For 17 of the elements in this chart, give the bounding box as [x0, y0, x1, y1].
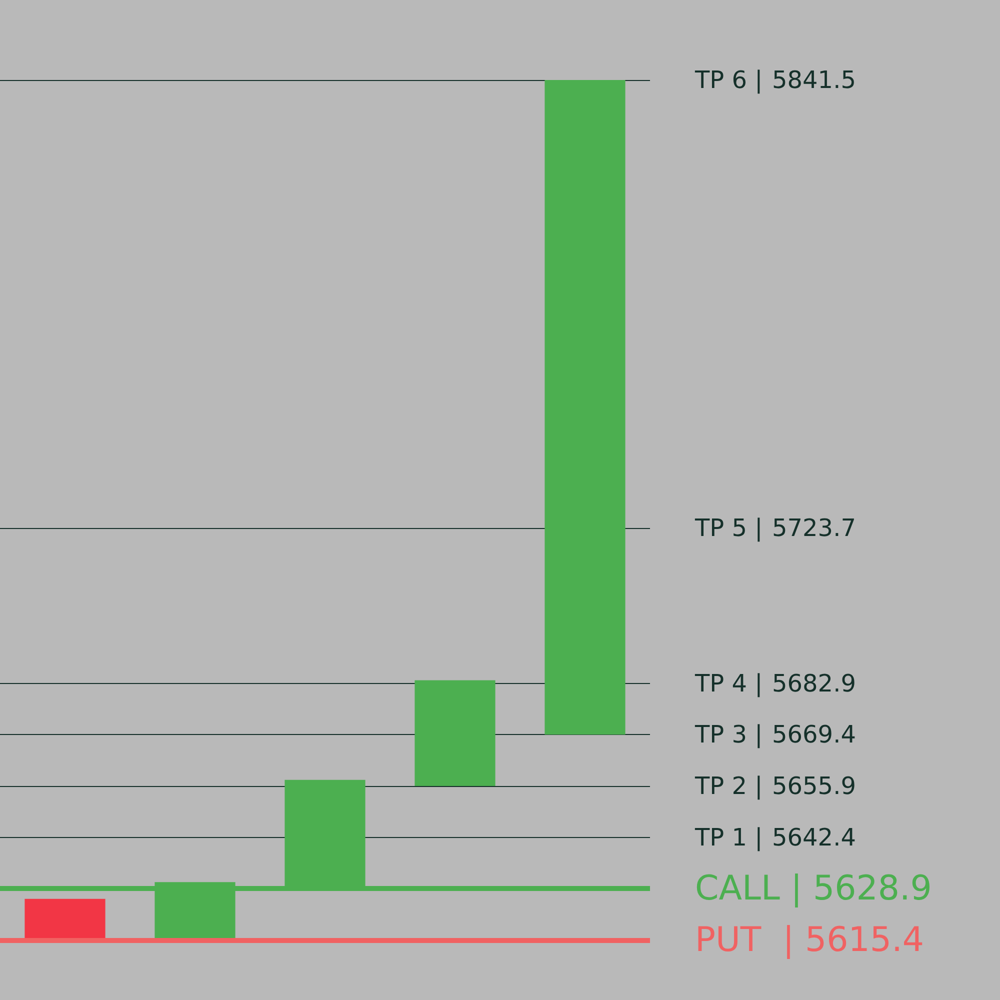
y-tick-label: 5723.7: [772, 514, 856, 542]
text: TP 3 |: [694, 720, 763, 749]
y-tick-label: 5669.4: [772, 720, 856, 749]
text: TP 6 |: [694, 66, 763, 94]
text: TP 1 |: [694, 823, 763, 852]
ref-line-label: CALL | 5628.9: [695, 868, 932, 909]
y-tick-label: 5841.5: [772, 66, 856, 94]
y-tick-label: 5642.4: [772, 823, 856, 852]
text: TP 2 |: [694, 772, 763, 800]
ref-line-label: PUT | 5615.4: [695, 920, 924, 960]
y-tick-label: 5682.9: [772, 669, 856, 698]
bar: [24, 898, 106, 940]
y-tick-label: 5655.9: [772, 772, 856, 800]
text: TP 5 |: [694, 514, 763, 542]
bar: [544, 80, 626, 735]
text: TP 4 |: [694, 669, 763, 698]
bar: [414, 680, 496, 786]
